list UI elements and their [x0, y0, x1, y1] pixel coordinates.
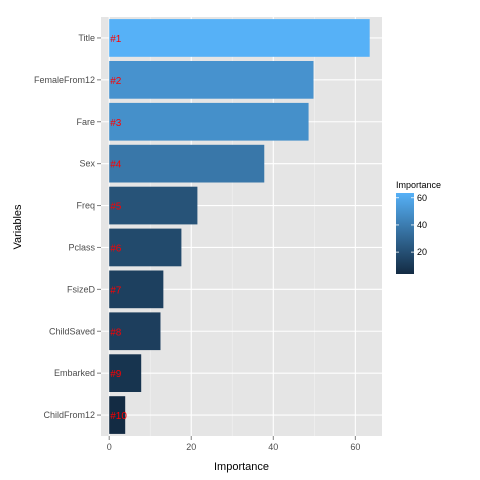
y-axis: Title FemaleFrom12 Fare Sex Freq Pclass FsizeD… [34, 33, 101, 420]
x-axis-title: Importance [214, 461, 269, 473]
rank-label: #3 [110, 118, 122, 129]
legend-tick-label: 40 [417, 220, 427, 230]
rank-label: #5 [110, 202, 122, 213]
rank-label: #9 [110, 369, 122, 380]
legend-tick-label: 60 [417, 193, 427, 203]
y-tick-label: Sex [79, 159, 95, 169]
y-tick-label: Pclass [68, 242, 95, 252]
legend-ticks: 20 40 60 [396, 193, 427, 257]
y-tick-label: FemaleFrom12 [34, 75, 95, 85]
x-tick-label: 60 [350, 442, 360, 452]
bar-title [109, 19, 370, 57]
bar-pclass [109, 228, 182, 267]
bar-freq [109, 186, 198, 225]
y-tick-label: Embarked [54, 368, 95, 378]
bar-fare [109, 102, 309, 141]
rank-label: #8 [110, 327, 122, 338]
y-tick-label: FsizeD [67, 284, 96, 294]
x-tick-label: 0 [107, 442, 112, 452]
rank-label: #6 [110, 243, 122, 254]
rank-label: #2 [110, 76, 122, 87]
bar-childfrom12 [109, 396, 126, 434]
legend-colorbar [396, 193, 414, 274]
y-tick-label: Title [78, 33, 95, 43]
bar-embarked [109, 354, 142, 393]
legend-title: Importance [396, 180, 441, 190]
y-tick-label: Fare [76, 117, 95, 127]
x-tick-label: 20 [186, 442, 196, 452]
rank-label: #1 [110, 34, 122, 45]
bar-femalefrom12 [109, 60, 314, 99]
bar-childsaved [109, 312, 161, 351]
x-tick-label: 40 [268, 442, 278, 452]
bars [109, 19, 370, 434]
rank-label: #10 [110, 411, 127, 422]
bar-sex [109, 144, 265, 183]
legend-tick-label: 20 [417, 247, 427, 257]
x-axis: 0 20 40 60 [107, 436, 360, 452]
y-tick-label: Freq [76, 201, 95, 211]
rank-label: #7 [110, 285, 122, 296]
y-tick-label: ChildSaved [49, 326, 95, 336]
y-tick-label: ChildFrom12 [43, 410, 95, 420]
y-axis-title: Variables [12, 204, 24, 250]
rank-label: #4 [110, 160, 122, 171]
bar-fsized [109, 270, 164, 309]
legend: Importance 20 40 60 [396, 180, 441, 274]
rank-labels: #1 #2 #3 #4 #5 #6 #7 #8 #9 #10 [110, 34, 127, 422]
